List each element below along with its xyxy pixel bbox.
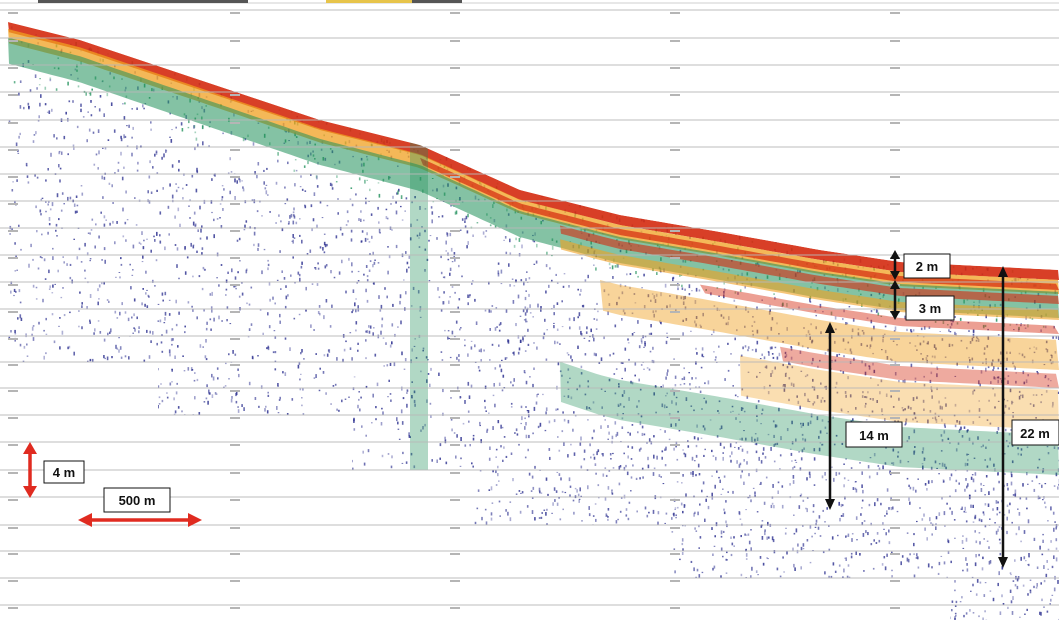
label-14m: 14 m	[845, 421, 903, 448]
thickness-arrow-22m	[998, 266, 1008, 568]
label-22m: 22 m	[1011, 419, 1059, 446]
label-500m: 500 m	[103, 487, 171, 513]
top-strip	[0, 0, 1059, 4]
label-2m: 2 m	[903, 253, 951, 279]
label-4m-text: 4 m	[53, 465, 75, 480]
label-4m: 4 m	[43, 460, 85, 484]
label-14m-text: 14 m	[859, 428, 889, 443]
label-3m-text: 3 m	[919, 301, 941, 316]
label-3m: 3 m	[905, 295, 955, 321]
vertical-scale-arrow	[23, 442, 37, 498]
label-2m-text: 2 m	[916, 259, 938, 274]
label-500m-text: 500 m	[119, 493, 156, 508]
thickness-arrow-3m	[890, 280, 900, 320]
label-22m-text: 22 m	[1020, 426, 1050, 441]
depth-grid	[0, 9, 1059, 609]
thickness-arrow-2m	[890, 250, 900, 280]
horizontal-scale-arrow	[78, 513, 202, 527]
thickness-arrow-14m	[825, 322, 835, 510]
